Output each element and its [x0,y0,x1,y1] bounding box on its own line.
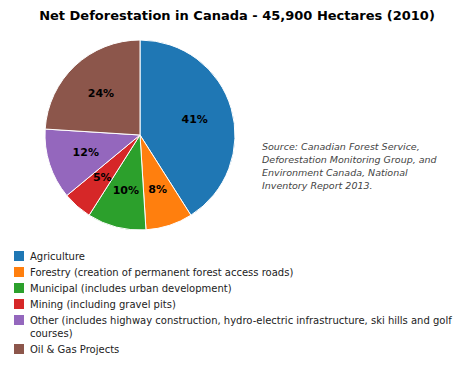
legend-swatch [14,299,24,309]
legend-item: Municipal (includes urban development) [14,283,232,294]
pie [45,40,235,230]
legend-label: Municipal (includes urban development) [30,283,232,294]
legend-item: Other (includes highway construction, hy… [14,315,452,339]
slice [140,135,191,230]
legend-swatch [14,251,24,261]
text-line: Deforestation Monitoring Group, and [262,154,438,165]
legend-item: Oil & Gas Projects [14,344,119,355]
legend-label: Mining (including gravel pits) [30,299,176,310]
text-line: Agriculture [30,251,85,262]
text-line: Inventory Report 2013. [262,180,373,191]
data-label: 8% [148,183,167,196]
text-line: courses) [30,328,73,339]
text-line: Source: Canadian Forest Service, [262,141,420,152]
text-line: Oil & Gas Projects [30,344,119,355]
legend-swatch [14,344,24,354]
legend-label: Forestry (creation of permanent forest a… [30,267,293,278]
legend-label: Oil & Gas Projects [30,344,119,355]
data-label: 24% [88,87,114,100]
data-labels: 41% 8% 10%5% 12% 24% [73,87,208,197]
chart: Net Deforestation in Canada - 45,900 Hec… [0,0,474,366]
legend-item: Mining (including gravel pits) [14,299,176,310]
data-label: 10% [113,184,139,197]
text-line: Mining (including gravel pits) [30,299,176,310]
legend-swatch [14,315,24,325]
data-label: 12% [73,146,99,159]
text-line: Other (includes highway construction, hy… [30,315,452,326]
legend-swatch [14,283,24,293]
data-label: 5% [93,171,112,184]
legend-label: Agriculture [30,251,85,262]
legend-item: Forestry (creation of permanent forest a… [14,267,293,278]
text-line: Environment Canada, National [262,167,408,178]
annotation: Source: Canadian Forest Service, Deforest… [262,141,438,191]
legend: Agriculture Forestry (creation of permane… [14,251,452,355]
legend-swatch [14,267,24,277]
title: Net Deforestation in Canada - 45,900 Hec… [39,8,435,23]
data-label: 41% [182,113,208,126]
slice [45,40,140,135]
text-line: Municipal (includes urban development) [30,283,232,294]
slice [140,40,235,215]
legend-label: Other (includes highway construction, hy… [30,315,452,339]
legend-item: Agriculture [14,251,85,262]
text-line: Forestry (creation of permanent forest a… [30,267,293,278]
